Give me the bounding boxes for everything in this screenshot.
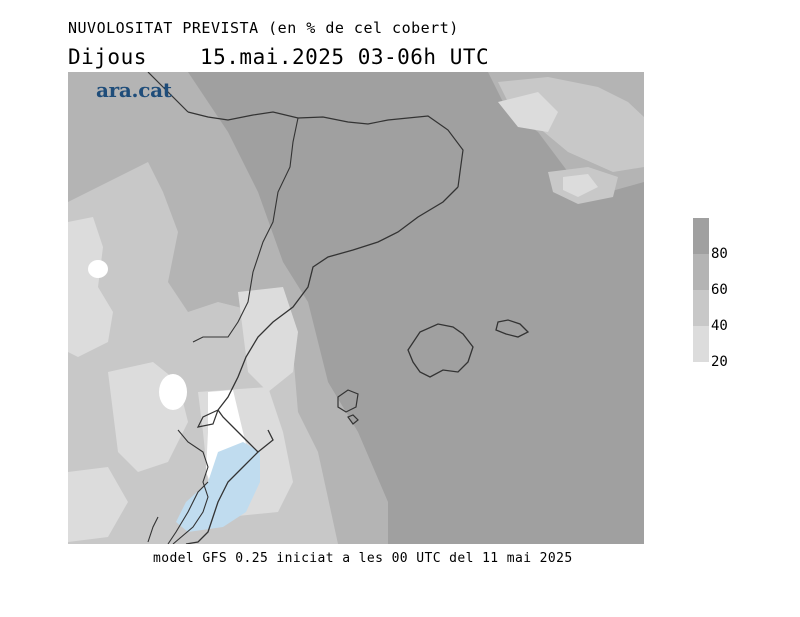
formentera-island xyxy=(347,414,359,425)
cloud-area-under-20-spot-1 xyxy=(88,260,108,278)
forecast-day: Dijous xyxy=(68,45,147,69)
southwest-border-segment xyxy=(147,516,159,543)
ebro-delta xyxy=(196,409,219,428)
cloud-area-20-40-west xyxy=(68,217,113,357)
legend-swatch-60-80 xyxy=(693,254,709,290)
model-run-note: model GFS 0.25 iniciat a les 00 UTC del … xyxy=(153,551,573,566)
cloud-area-20-40-east-small xyxy=(563,174,598,197)
menorca-island xyxy=(495,319,530,338)
cloud-area-20-40-ebro xyxy=(238,287,298,392)
legend-label-40: 40 xyxy=(711,318,728,334)
cloud-cover-map xyxy=(68,72,644,544)
pyrenees-border-line xyxy=(187,111,464,188)
coastal-water-highlight xyxy=(176,442,260,532)
forecast-date-time: 15.mai.2025 03-06h UTC xyxy=(200,45,490,69)
ibiza-island xyxy=(337,389,359,413)
legend-label-20: 20 xyxy=(711,354,728,370)
mallorca-island xyxy=(407,323,474,378)
cloud-cover-map-svg xyxy=(68,72,644,544)
legend-label-60: 60 xyxy=(711,282,728,298)
cloud-area-20-40-south xyxy=(68,467,128,542)
legend-label-80: 80 xyxy=(711,246,728,262)
forecast-date-line: Dijous 15.mai.2025 03-06h UTC xyxy=(68,45,489,69)
cloud-cover-legend: 80 60 40 20 xyxy=(693,218,728,369)
legend-swatch-over-80 xyxy=(693,218,709,254)
valencian-coastline-upper xyxy=(217,409,274,453)
southern-inland-border xyxy=(172,429,209,544)
inner-valencian-line xyxy=(167,481,209,544)
northwest-border-line xyxy=(147,72,189,113)
legend-swatch-40-60 xyxy=(693,290,709,326)
catalan-coastline xyxy=(217,186,459,411)
valencian-coastline-lower xyxy=(185,451,259,544)
legend-swatch-20-40 xyxy=(693,326,709,362)
map-title: NUVOLOSITAT PREVISTA (en % de cel cobert… xyxy=(68,19,459,37)
inland-border-line xyxy=(192,117,299,343)
cloud-area-20-40-northeast xyxy=(498,92,558,132)
ara-cat-logo: ara.cat xyxy=(96,78,172,102)
cloud-area-under-20-spot-2 xyxy=(159,374,187,410)
legend-color-bar xyxy=(693,218,709,362)
